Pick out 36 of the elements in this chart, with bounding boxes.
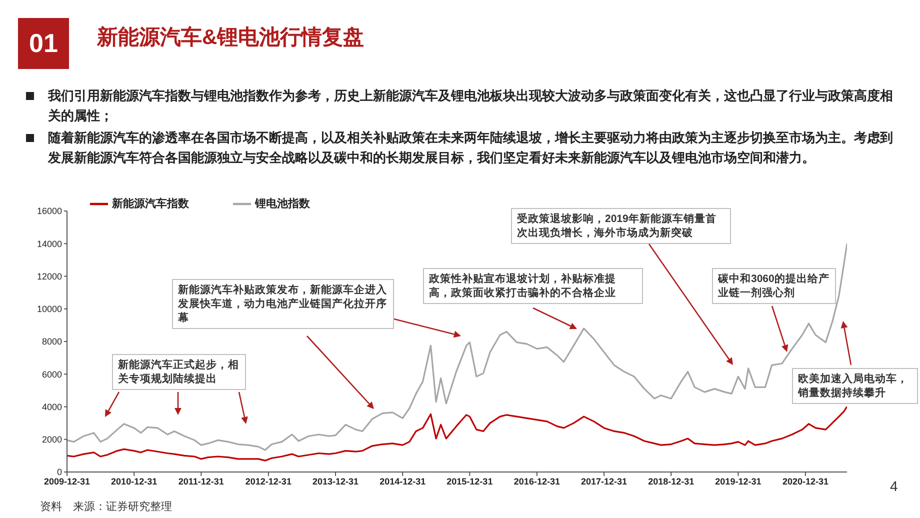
x-tick-label: 2017-12-31	[581, 476, 628, 486]
x-tick-label: 2009-12-31	[44, 476, 90, 486]
y-tick-label: 16000	[36, 206, 62, 216]
chart-title: 新能源汽车&锂电池行情复盘	[97, 24, 364, 51]
y-tick-label: 10000	[36, 304, 62, 314]
x-tick-label: 2010-12-31	[111, 476, 158, 486]
y-tick-label: 2000	[42, 434, 62, 445]
y-tick-label: 14000	[36, 238, 62, 249]
legend-label: 新能源汽车指数	[112, 198, 189, 210]
x-tick-label: 2014-12-31	[380, 476, 426, 486]
x-tick-label: 2016-12-31	[514, 476, 560, 486]
annotation: 受政策退坡影响，2019年新能源车销量首次出现负增长，海外市场成为新突破	[511, 208, 731, 244]
x-tick-label: 2020-12-31	[782, 476, 828, 486]
x-tick-label: 2015-12-31	[446, 476, 493, 486]
y-tick-label: 0	[56, 467, 62, 478]
text: 我们引用新能源汽车指数与锂电池指数作为参考，历史上新能源汽车及锂电池板块出现较大波动多与政策面变化有关，这也凸显了行业与政策高度相关的属性；	[48, 87, 894, 125]
text: 01	[18, 18, 69, 69]
annotation: 新能源汽车补贴政策发布，新能源车企进入发展快车道，动力电池产业链国产化拉开序幕	[172, 279, 394, 329]
y-tick-label: 8000	[42, 336, 62, 347]
y-tick-label: 6000	[42, 369, 62, 380]
annotation: 新能源汽车正式起步，相关专项规划陆续提出	[112, 354, 246, 390]
legend-label: 锂电池指数	[255, 198, 310, 210]
x-tick-label: 2019-12-31	[715, 476, 762, 486]
annotation: 碳中和3060的提出给产业链一剂强心剂	[712, 268, 836, 304]
x-tick-label: 2018-12-31	[648, 476, 694, 486]
annotation: 政策性补贴宣布退坡计划，补贴标准提高，政策面收紧打击骗补的不合格企业	[423, 268, 643, 304]
y-tick-label: 12000	[36, 271, 62, 282]
x-tick-label: 2011-12-31	[178, 476, 224, 486]
text: 4	[890, 478, 898, 494]
y-tick-label: 4000	[42, 402, 62, 412]
text: 随着新能源汽车的渗透率在各国市场不断提高，以及相关补贴政策在未来两年陆续退坡，增长主要驱动力将由政策为主逐步切换至市场为主。考虑到发展新能源汽车符合各国能源独立与安全战略以及碳中和的长期发展目标，我们坚定看好未来新能源汽车以及锂电池市场空间和潜力。	[48, 129, 894, 167]
annotation: 欧美加速入局电动车，销量数据持续攀升	[792, 368, 918, 404]
text: 资料 来源：证券研究整理	[40, 500, 172, 514]
x-tick-label: 2012-12-31	[245, 476, 292, 486]
x-tick-label: 2013-12-31	[312, 476, 359, 486]
line-series	[67, 406, 847, 462]
